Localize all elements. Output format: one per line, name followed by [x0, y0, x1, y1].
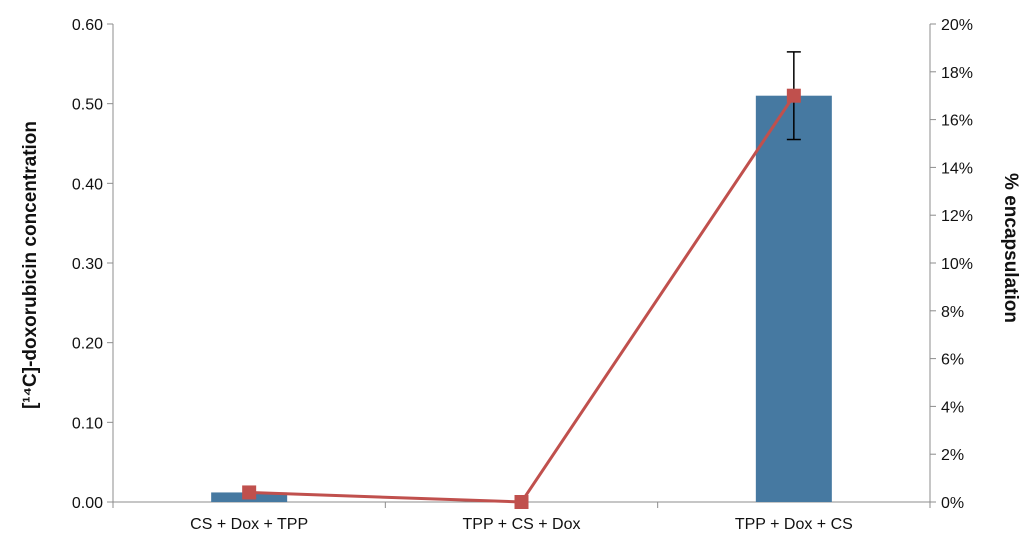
- right-tick-label: 16%: [941, 113, 973, 130]
- category-label: TPP + Dox + CS: [735, 516, 853, 533]
- line-marker: [514, 495, 529, 509]
- category-labels: CS + Dox + TPP TPP + CS + Dox TPP + Dox + …: [190, 516, 853, 533]
- left-tick-label: 0.60: [72, 17, 103, 34]
- right-tick-label: 2%: [941, 447, 964, 464]
- category-label: CS + Dox + TPP: [190, 516, 308, 533]
- left-tick-label: 0.20: [72, 336, 103, 353]
- right-tick-label: 0%: [941, 495, 964, 512]
- right-tick-label: 8%: [941, 304, 964, 321]
- line-marker: [242, 485, 257, 500]
- line-marker: [786, 88, 801, 103]
- right-tick-label: 10%: [941, 256, 973, 273]
- category-label: TPP + CS + Dox: [463, 516, 581, 533]
- left-axis-ticks: 0.00 0.10 0.20 0.30 0.40 0.50 0.60: [72, 17, 113, 512]
- left-tick-label: 0.50: [72, 97, 103, 114]
- right-tick-label: 18%: [941, 65, 973, 82]
- bar-series: [211, 95, 832, 502]
- right-tick-label: 12%: [941, 208, 973, 225]
- right-tick-label: 20%: [941, 17, 973, 34]
- bar: [755, 95, 832, 502]
- left-tick-label: 0.00: [72, 495, 103, 512]
- left-tick-label: 0.10: [72, 415, 103, 432]
- right-tick-label: 6%: [941, 352, 964, 369]
- right-tick-label: 14%: [941, 160, 973, 177]
- right-axis-ticks: 0% 2% 4% 6% 8% 10% 12% 14% 16% 18% 20%: [930, 17, 973, 512]
- left-axis-title: [¹⁴C]-doxorubicin concentration: [20, 121, 41, 409]
- right-tick-label: 4%: [941, 399, 964, 416]
- right-axis-title: % encapsulation: [1000, 173, 1021, 323]
- left-tick-label: 0.30: [72, 256, 103, 273]
- line-path: [249, 94, 796, 504]
- line-series: [242, 88, 801, 509]
- left-tick-label: 0.40: [72, 176, 103, 193]
